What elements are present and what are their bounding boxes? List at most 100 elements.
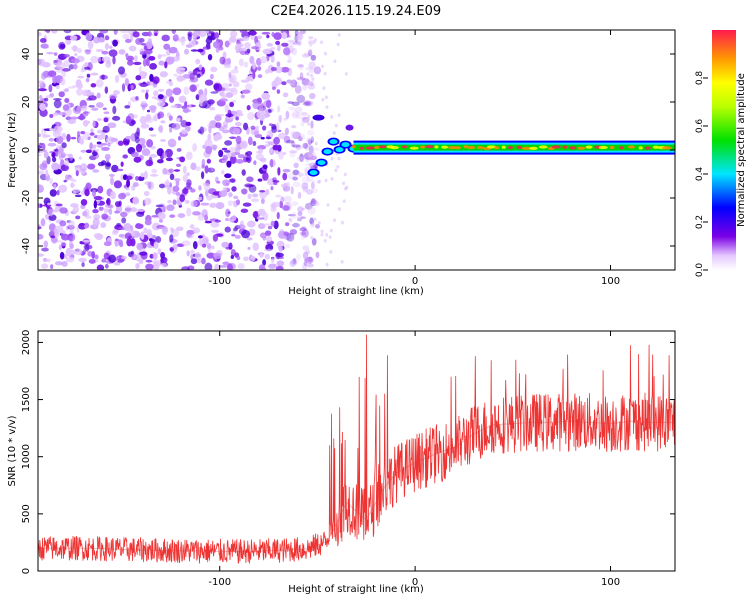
spectrogram-noise-blob: [161, 34, 170, 42]
spectrogram-noise-blob: [286, 59, 292, 64]
spectrogram-noise-blob: [307, 129, 315, 136]
spectrogram-signal-band: [307, 114, 675, 177]
spectrogram-noise-blob: [296, 215, 304, 220]
spectrogram-noise-blob: [189, 224, 195, 229]
spectrogram-noise-blob: [307, 83, 316, 90]
spectrogram-noise-blob: [291, 101, 300, 107]
spectrogram-noise-blob: [279, 200, 284, 209]
spectrogram-noise-blob: [264, 144, 270, 147]
spectrogram-noise-blob: [157, 126, 163, 132]
spectrogram-noise-blob: [283, 117, 288, 121]
spectrogram-noise-blob: [141, 71, 148, 77]
spectrogram-noise-blob: [309, 179, 317, 183]
spectrogram-noise-blob: [241, 169, 246, 176]
spectrogram-noise-blob: [133, 156, 142, 163]
spectrogram-noise-blob: [311, 199, 318, 205]
spectrogram-noise-blob: [65, 247, 72, 257]
spectrogram-noise-blob: [301, 226, 307, 230]
spectrogram-noise-blob: [209, 202, 217, 208]
spectrogram-noise-blob: [238, 58, 244, 67]
spectrogram-noise-blob: [118, 49, 126, 55]
spectrogram-noise-blob: [56, 69, 64, 73]
spectrogram-noise-blob: [190, 258, 198, 265]
spectrogram-signal-peak: [359, 146, 364, 150]
spectrogram-noise-blob: [158, 60, 165, 66]
spectrogram-noise-blob: [54, 261, 63, 266]
spectrogram-noise-blob: [89, 142, 94, 151]
spectrogram-noise-blob: [145, 57, 150, 67]
spectrogram-noise-blob: [185, 151, 193, 160]
spectrogram-noise-blob: [226, 263, 233, 270]
spectrogram-noise-blob: [144, 219, 152, 226]
spectrogram-noise-blob: [259, 103, 264, 113]
spectrogram-noise-blob: [175, 163, 182, 168]
spectrogram-noise-blob: [224, 87, 233, 92]
spectrogram-noise-blob: [85, 182, 92, 190]
spectrogram-noise-blob: [252, 71, 256, 80]
spectrogram-noise-blob: [60, 78, 66, 86]
spectrogram-noise-blob: [190, 249, 195, 255]
spectrogram-noise-blob: [78, 223, 86, 226]
spectrogram-noise-blob: [96, 118, 103, 121]
spectrogram-noise-blob: [177, 135, 182, 141]
spectrogram-noise-blob: [302, 142, 309, 149]
spectrogram-noise-blob: [97, 129, 103, 134]
spectrogram-noise-blob: [125, 192, 131, 197]
colorbar: [712, 30, 736, 270]
spectrogram-noise-blob: [105, 263, 109, 269]
spectrogram-noise-blob: [49, 177, 53, 185]
spectrogram-noise-blob: [224, 226, 231, 233]
spectrogram-noise-blob: [307, 139, 313, 143]
spectrogram-noise-blob: [39, 94, 43, 100]
spectrogram-noise-blob: [104, 42, 110, 50]
spectrogram-noise-blob: [84, 62, 89, 67]
spectrogram-noise-blob: [169, 96, 175, 103]
spectrogram-noise-blob: [128, 45, 137, 52]
spectrogram-noise-blob: [291, 112, 299, 119]
spectrogram-noise-blob: [214, 219, 222, 223]
spectrogram-noise-blob: [304, 167, 308, 176]
spectrogram-noise-blob: [190, 162, 197, 171]
spectrogram-noise-blob: [181, 240, 191, 247]
spectrogram-noise-blob: [190, 76, 199, 83]
spectrogram-noise-blob: [300, 121, 305, 127]
spectrogram-noise-blob: [172, 185, 180, 192]
spectrogram-noise-blob: [168, 115, 173, 121]
spectrogram-noise-blob: [243, 122, 249, 131]
spectrogram-noise-blob: [155, 204, 164, 208]
spectrogram-noise-blob: [230, 30, 238, 38]
snr-x-tick-label: 0: [412, 577, 418, 588]
spectrogram-noise-blob: [132, 182, 139, 188]
spectrogram-noise-blob: [243, 156, 248, 163]
spectrogram-noise-blob: [51, 152, 56, 158]
spectrogram-noise-blob: [134, 55, 138, 62]
spectrogram-noise-blob: [143, 191, 150, 197]
spectrogram-noise-blob: [88, 258, 96, 264]
spectrogram-noise-blob: [246, 176, 254, 183]
spectrogram-noise-blob: [218, 190, 228, 197]
spectrogram-noise-blob: [108, 94, 118, 100]
spectrogram-noise-blob: [179, 156, 186, 163]
spectrogram-noise-blob: [55, 85, 60, 90]
spectrogram-signal-peak: [662, 146, 672, 150]
spectrogram-noise-blob: [309, 154, 313, 159]
spectrogram-noise-blob: [122, 33, 130, 40]
spectrogram-noise-blob: [186, 207, 192, 217]
spectrogram-noise-blob: [165, 88, 173, 97]
spectrogram-noise-blob: [147, 181, 152, 189]
spectrogram-noise-blob: [68, 177, 74, 181]
spectrogram-x-tick-label: 0: [412, 276, 418, 287]
spectrogram-noise-blob: [87, 136, 91, 140]
spectrogram-noise-blob: [197, 48, 204, 53]
spectrogram-noise-blob: [61, 152, 66, 159]
spectrogram-noise-blob: [54, 225, 64, 234]
spectrogram-noise-blob: [285, 139, 295, 144]
spectrogram-noise-blob: [243, 256, 249, 261]
spectrogram-noise-blob: [316, 67, 320, 72]
spectrogram-noise-blob: [204, 139, 213, 148]
spectrogram-noise-blob: [192, 30, 201, 38]
spectrogram-noise-blob: [101, 213, 109, 220]
spectrogram-noise-blob: [271, 257, 275, 264]
spectrogram-noise-blob: [262, 259, 267, 266]
